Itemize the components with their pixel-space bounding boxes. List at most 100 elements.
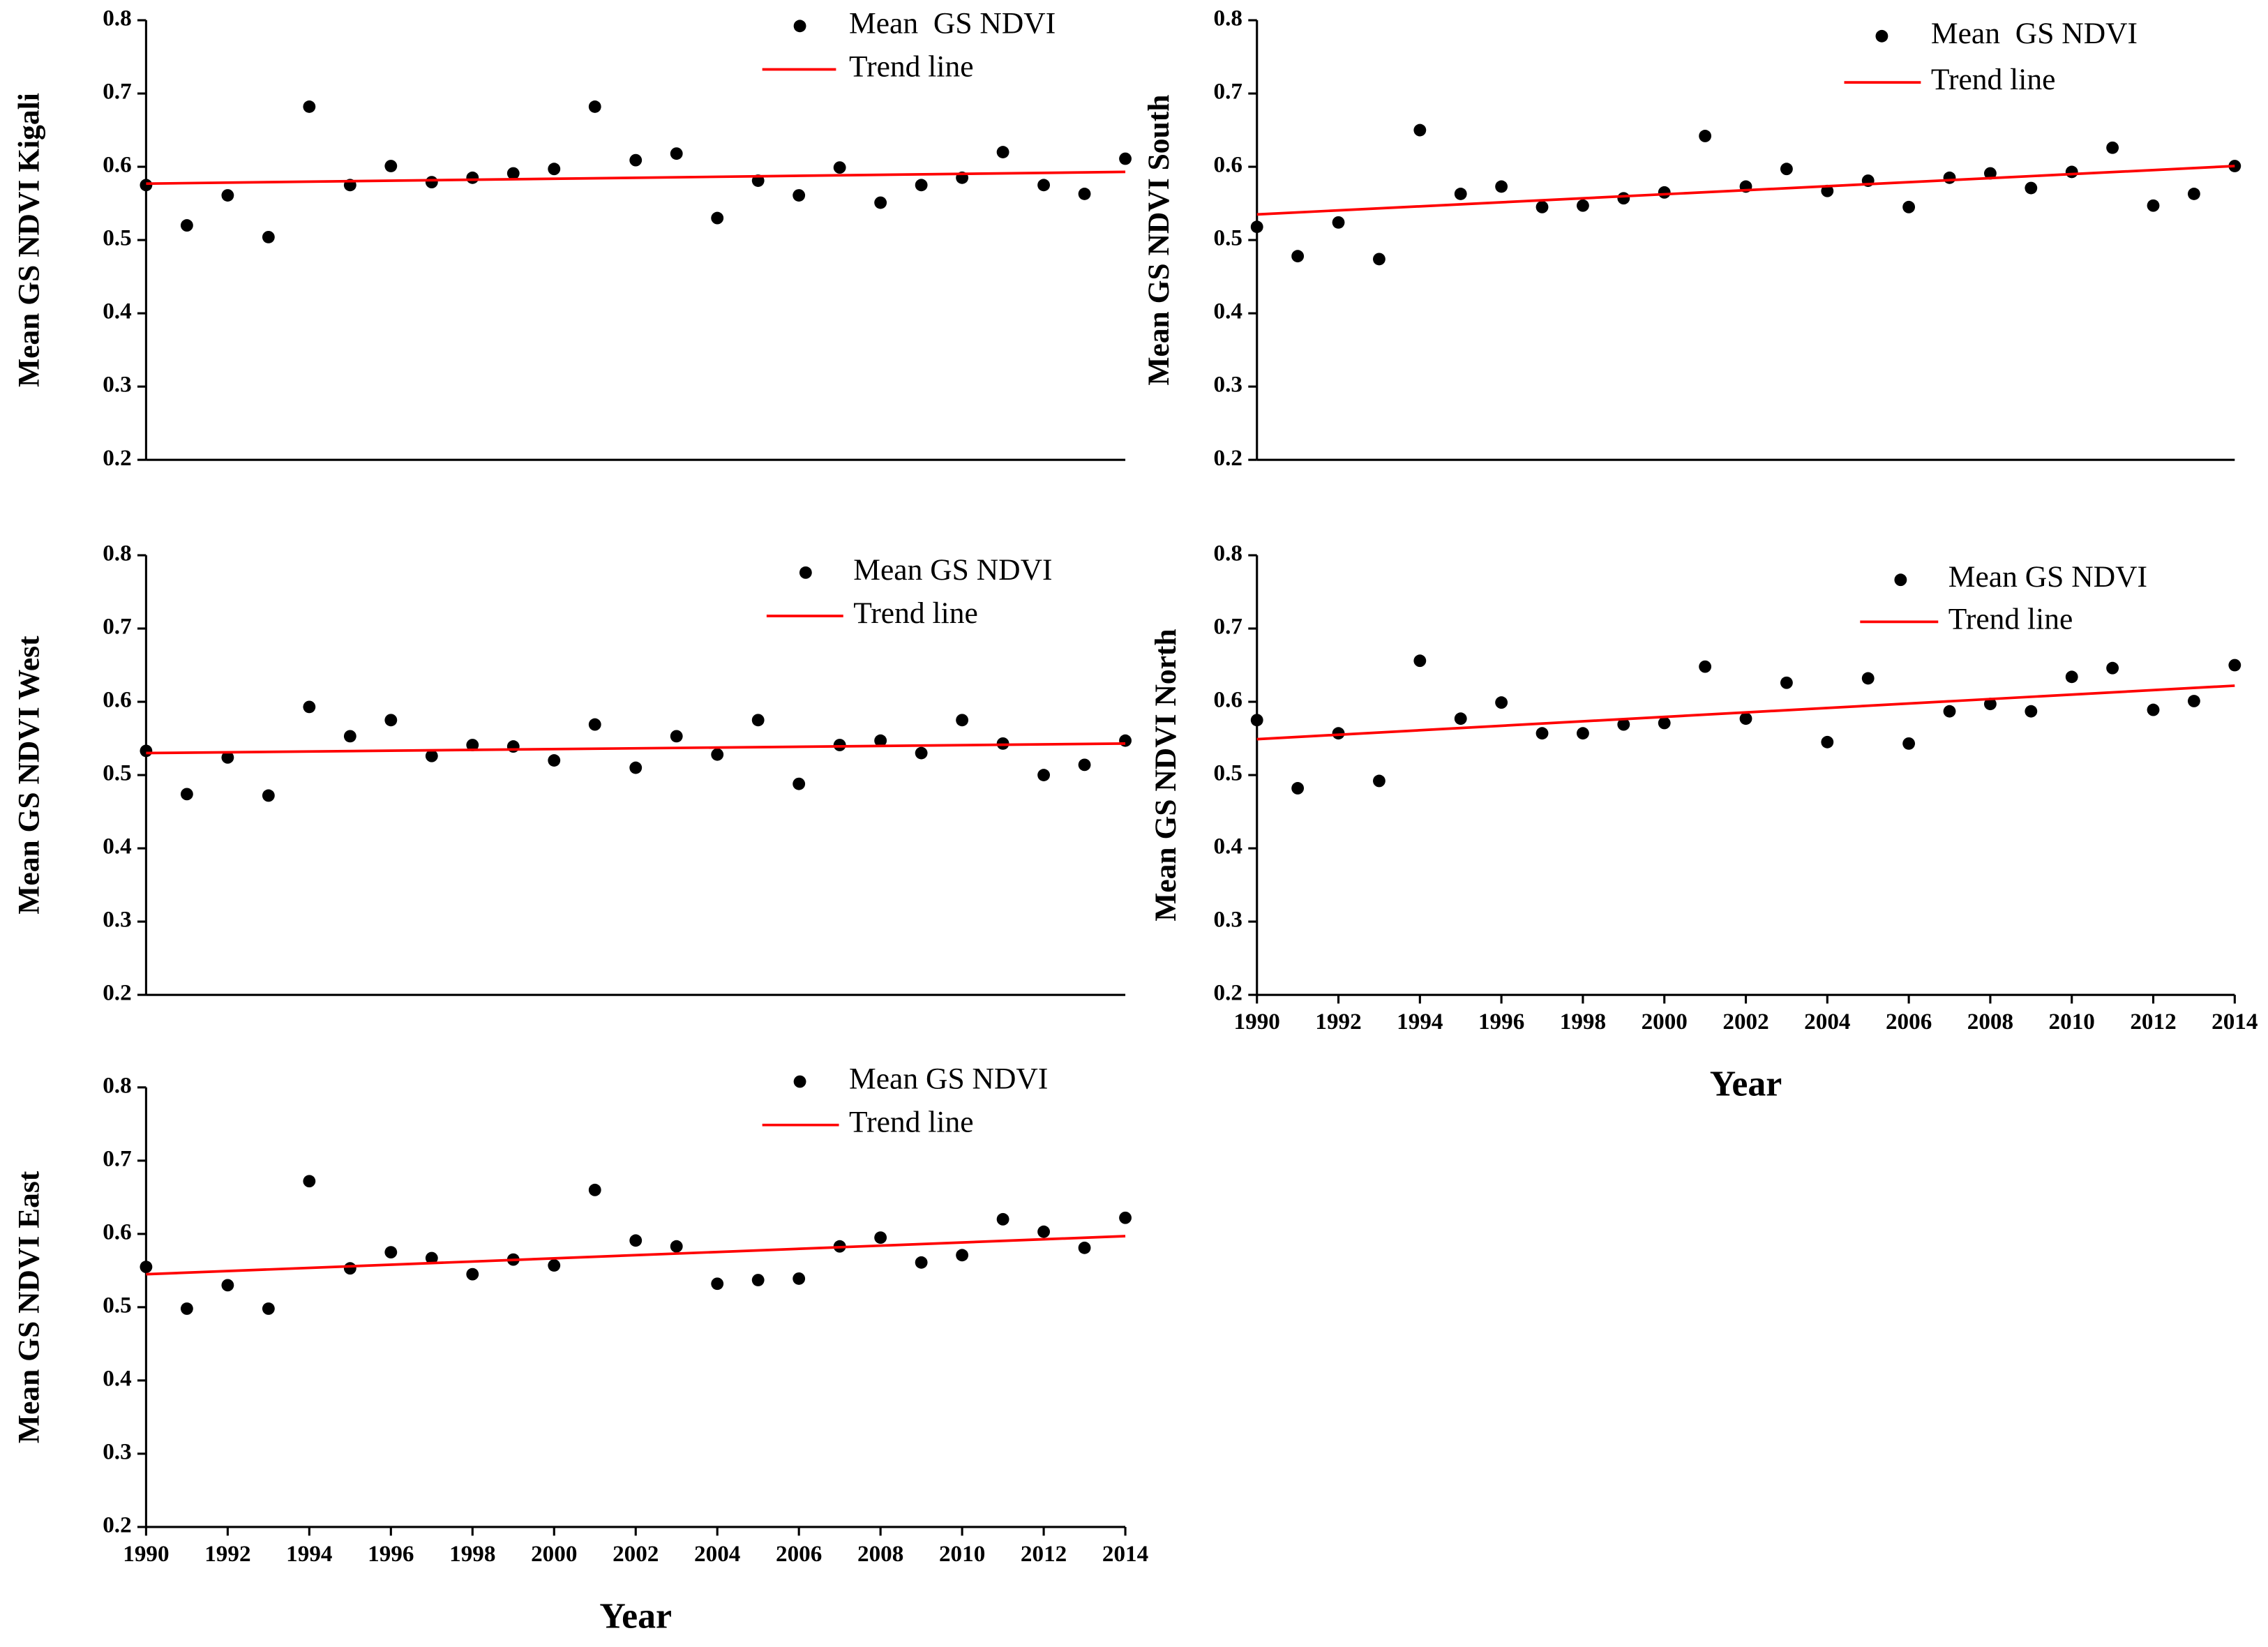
x-tick-label: 1992 (204, 1541, 250, 1567)
data-point (2228, 659, 2241, 672)
data-point (588, 718, 601, 731)
legend-label: Mean GS NDVI (849, 1062, 1048, 1095)
data-point (466, 1268, 479, 1281)
y-axis-label: Mean GS NDVI South (1142, 95, 1176, 386)
data-point (588, 100, 601, 113)
x-tick-label: 2002 (1722, 1009, 1768, 1035)
y-tick-label: 0.5 (1214, 225, 1242, 251)
x-tick-label: 1998 (1560, 1009, 1606, 1035)
trend-line (1256, 684, 2235, 741)
data-point (1535, 727, 1549, 740)
data-point (629, 1234, 643, 1247)
data-point (793, 1272, 806, 1285)
data-point (751, 1274, 765, 1286)
x-tick-label: 2000 (1642, 1009, 1688, 1035)
data-point (1699, 130, 1712, 142)
data-point (1250, 714, 1263, 727)
data-point (751, 714, 765, 727)
data-point (1373, 253, 1385, 266)
y-tick-label: 0.6 (103, 1219, 131, 1244)
y-tick-label: 0.8 (1214, 541, 1242, 566)
y-tick-label: 0.2 (103, 1512, 131, 1538)
y-tick-label: 0.8 (103, 541, 131, 566)
data-point (2065, 165, 2078, 179)
data-point (874, 734, 887, 747)
trend-line (146, 742, 1126, 755)
x-tick-label: 2002 (613, 1541, 659, 1567)
legend-label: Mean GS NDVI (853, 553, 1052, 587)
data-point (956, 714, 969, 727)
data-point (1577, 199, 1589, 212)
data-point (1617, 718, 1630, 731)
x-tick-label: 2010 (939, 1541, 985, 1567)
data-point (1078, 188, 1091, 200)
data-point (425, 1251, 438, 1265)
x-tick-label: 2010 (2049, 1009, 2095, 1035)
data-point (1373, 774, 1385, 788)
x-tick-label: 2012 (1021, 1541, 1067, 1567)
data-point (548, 163, 561, 176)
legend-label: Trend line (853, 596, 978, 630)
data-point (221, 189, 234, 202)
y-axis-label: Mean GS NDVI East (13, 1171, 46, 1443)
data-point (1291, 782, 1305, 795)
data-point (2147, 703, 2160, 716)
data-point (2187, 188, 2200, 200)
data-point (1861, 672, 1875, 685)
data-point (303, 700, 316, 714)
legend-label: Trend line (1931, 63, 2056, 96)
data-point (874, 1231, 887, 1244)
data-point (833, 161, 846, 174)
y-axis-label: Mean GS NDVI North (1149, 629, 1182, 921)
data-point (1119, 734, 1132, 747)
data-point (303, 100, 316, 113)
x-tick-label: 1996 (368, 1541, 414, 1567)
legend-marker (793, 1075, 806, 1088)
data-point (343, 1262, 356, 1275)
legend-marker (793, 20, 806, 33)
data-point (140, 1261, 153, 1274)
data-point (1984, 698, 1997, 711)
x-tick-label: 2012 (2130, 1009, 2176, 1035)
y-tick-label: 0.3 (1214, 907, 1242, 933)
data-point (670, 730, 683, 743)
data-point (466, 171, 479, 184)
x-tick-label: 2006 (1886, 1009, 1932, 1035)
data-point (1943, 171, 1956, 184)
data-point (1291, 250, 1305, 263)
data-point (1037, 769, 1051, 781)
x-tick-label: 2008 (857, 1541, 903, 1567)
y-tick-label: 0.4 (103, 834, 131, 859)
data-point (956, 1249, 969, 1262)
data-point (343, 730, 356, 743)
data-point (1332, 727, 1345, 740)
data-point (711, 1277, 724, 1291)
data-point (629, 153, 643, 167)
data-point (1821, 735, 1834, 749)
data-point (1902, 200, 1916, 213)
data-point (2147, 199, 2160, 212)
data-point (1495, 180, 1508, 193)
data-point (1780, 163, 1793, 176)
data-point (1413, 123, 1427, 137)
data-point (1078, 1241, 1091, 1254)
x-tick-label: 2014 (1102, 1541, 1148, 1567)
data-point (588, 1183, 601, 1196)
data-point (262, 230, 275, 243)
y-tick-label: 0.5 (103, 225, 131, 251)
data-point (1780, 676, 1793, 689)
data-point (1413, 654, 1427, 668)
data-point (1332, 216, 1345, 229)
y-tick-label: 0.2 (1214, 980, 1242, 1006)
data-point (1037, 1225, 1051, 1238)
x-tick-label: 2006 (776, 1541, 822, 1567)
data-point (548, 1259, 561, 1272)
y-tick-label: 0.6 (103, 152, 131, 178)
y-tick-label: 0.2 (1214, 445, 1242, 471)
x-tick-label: 2004 (1804, 1009, 1850, 1035)
data-point (1739, 712, 1752, 725)
x-tick-label: 1994 (1397, 1009, 1443, 1035)
y-tick-label: 0.5 (103, 760, 131, 786)
data-point (262, 789, 275, 802)
